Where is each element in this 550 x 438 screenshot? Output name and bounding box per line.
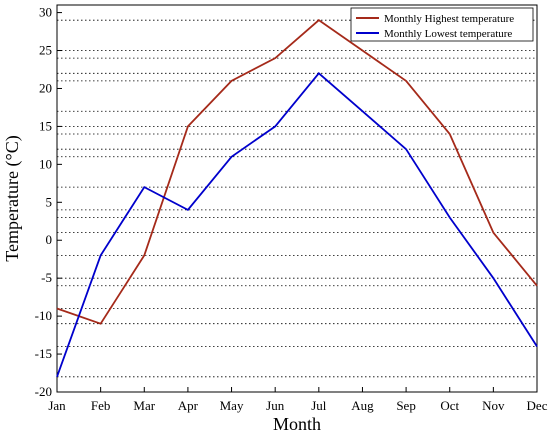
y-tick-label: -10 <box>35 308 52 323</box>
x-tick-label: Apr <box>178 398 199 413</box>
series-line-highest <box>56 19 538 325</box>
y-axis-title: Temperature (°C) <box>2 135 23 261</box>
y-tick-label: -15 <box>35 346 52 361</box>
x-tick-label: Dec <box>527 398 548 413</box>
x-tick-label: Jul <box>311 398 327 413</box>
legend-box <box>350 7 534 42</box>
reference-lines <box>57 19 537 378</box>
y-tick-label: 10 <box>39 156 52 171</box>
legend: Monthly Highest temperature Monthly Lowe… <box>350 7 534 42</box>
y-tick-label: -5 <box>41 270 52 285</box>
x-tick-label: Nov <box>482 398 505 413</box>
x-tick-label: Sep <box>396 398 416 413</box>
x-axis-title: Month <box>273 414 321 434</box>
y-tick-label: -20 <box>35 384 52 399</box>
y-axis: -20 -15 -10 -5 0 5 10 15 20 25 30 <box>35 5 62 399</box>
legend-label-lowest: Monthly Lowest temperature <box>384 28 512 40</box>
y-tick-label: 20 <box>39 80 52 95</box>
x-tick-label: Jun <box>266 398 285 413</box>
x-tick-label: Aug <box>351 398 374 413</box>
y-tick-label: 15 <box>39 118 52 133</box>
series-lines <box>56 19 538 378</box>
plot-area <box>56 4 538 393</box>
y-tick-label: 0 <box>46 232 53 247</box>
y-tick-label: 30 <box>39 5 52 20</box>
legend-label-highest: Monthly Highest temperature <box>384 13 514 25</box>
x-tick-label: May <box>220 398 244 413</box>
y-tick-label: 5 <box>46 194 53 209</box>
series-line-lowest <box>56 72 538 378</box>
x-tick-label: Feb <box>91 398 111 413</box>
x-tick-label: Oct <box>440 398 459 413</box>
x-axis: Jan Feb Mar Apr May Jun Jul Aug Sep Oct Nov Dec <box>48 387 548 413</box>
x-tick-label: Mar <box>133 398 155 413</box>
y-tick-label: 25 <box>39 43 52 58</box>
x-tick-label: Jan <box>48 398 66 413</box>
